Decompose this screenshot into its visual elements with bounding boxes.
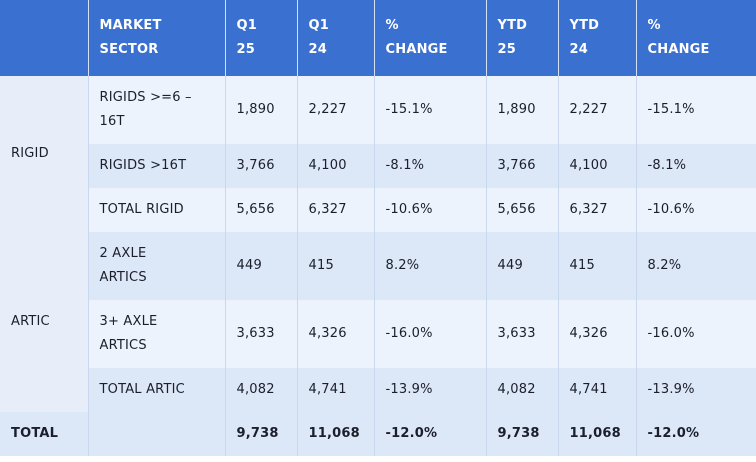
header-q1-24-line2: 24 [308,42,327,57]
cell-ytd-change: -10.6% [636,188,756,232]
cell-ytd-24: 4,741 [558,368,637,412]
total-q-change: -12.0% [374,412,487,456]
header-q1-24-line1: Q1 [308,18,329,33]
header-q1-24: Q1 24 [297,0,375,76]
header-row: MARKET SECTOR Q1 25 Q1 24 % CHANGE YTD 2… [0,0,756,76]
header-ytd-25-line2: 25 [497,42,516,57]
cell-ytd-24: 4,100 [558,144,637,188]
row-sector-label-line1: TOTAL RIGID [99,202,184,217]
row-sector-label-line2: ARTICS [99,270,147,285]
cell-q1-25: 3,633 [225,300,298,368]
cell-ytd-25: 5,656 [486,188,559,232]
cell-ytd-change: -8.1% [636,144,756,188]
cell-ytd-25: 4,082 [486,368,559,412]
row-sector-label-line2: ARTICS [99,338,147,353]
table-row: 3+ AXLE ARTICS 3,633 4,326 -16.0% 3,633 … [0,300,756,368]
cell-q-change: -10.6% [374,188,487,232]
cell-ytd-24: 6,327 [558,188,637,232]
header-q1-25: Q1 25 [225,0,298,76]
header-market-sector-line2: SECTOR [99,42,159,57]
cell-ytd-25: 3,766 [486,144,559,188]
total-row: TOTAL 9,738 11,068 -12.0% 9,738 11,068 -… [0,412,756,456]
header-ytd-change-line2: CHANGE [647,42,710,57]
header-q-change-line2: CHANGE [385,42,448,57]
cell-ytd-change: -15.1% [636,76,756,144]
cell-ytd-change: -13.9% [636,368,756,412]
cell-ytd-change: -16.0% [636,300,756,368]
row-sector-label: RIGIDS >=6 – 16T [88,76,226,144]
total-q1-25: 9,738 [225,412,298,456]
total-label: TOTAL [0,412,89,456]
cell-ytd-24: 4,326 [558,300,637,368]
cell-q-change: -8.1% [374,144,487,188]
cell-ytd-change: 8.2% [636,232,756,300]
header-market-sector: MARKET SECTOR [88,0,226,76]
cell-q1-24: 6,327 [297,188,375,232]
row-sector-label: TOTAL ARTIC [88,368,226,412]
header-q-change: % CHANGE [374,0,487,76]
header-ytd-25-line1: YTD [497,18,528,33]
cell-q1-25: 3,766 [225,144,298,188]
row-sector-label: 3+ AXLE ARTICS [88,300,226,368]
cell-ytd-24: 2,227 [558,76,637,144]
group-label-rigid: RIGID [0,76,89,232]
cell-ytd-25: 1,890 [486,76,559,144]
row-sector-label-line1: 3+ AXLE [99,314,158,329]
total-q1-24: 11,068 [297,412,375,456]
cell-ytd-25: 449 [486,232,559,300]
row-sector-label: 2 AXLE ARTICS [88,232,226,300]
cell-q1-24: 4,741 [297,368,375,412]
header-q1-25-line1: Q1 [236,18,257,33]
header-ytd-24: YTD 24 [558,0,637,76]
group-label-artic: ARTIC [0,232,89,412]
cell-q1-25: 449 [225,232,298,300]
table-row: RIGIDS >16T 3,766 4,100 -8.1% 3,766 4,10… [0,144,756,188]
row-sector-label-line1: TOTAL ARTIC [99,382,185,397]
header-q1-25-line2: 25 [236,42,255,57]
row-sector-label: TOTAL RIGID [88,188,226,232]
header-ytd-25: YTD 25 [486,0,559,76]
header-ytd-change-line1: % [647,18,661,33]
cell-q-change: 8.2% [374,232,487,300]
row-sector-label-line1: RIGIDS >=6 – [99,90,192,105]
cell-q1-25: 1,890 [225,76,298,144]
cell-q1-25: 4,082 [225,368,298,412]
row-sector-label-line1: RIGIDS >16T [99,158,187,173]
row-sector-label-line2: 16T [99,114,125,129]
row-sector-label-line1: 2 AXLE [99,246,147,261]
header-market-sector-line1: MARKET [99,18,162,33]
cell-q1-24: 415 [297,232,375,300]
table-row: RIGID RIGIDS >=6 – 16T 1,890 2,227 -15.1… [0,76,756,232]
header-q-change-line1: % [385,18,399,33]
header-ytd-24-line2: 24 [569,42,588,57]
cell-q1-25: 5,656 [225,188,298,232]
cell-q-change: -13.9% [374,368,487,412]
cell-ytd-25: 3,633 [486,300,559,368]
cell-q-change: -16.0% [374,300,487,368]
cell-q-change: -15.1% [374,76,487,144]
cell-ytd-24: 415 [558,232,637,300]
table-row: ARTIC 2 AXLE ARTICS 449 415 8.2% 449 415… [0,232,756,412]
header-ytd-change: % CHANGE [636,0,756,76]
table-row: TOTAL ARTIC 4,082 4,741 -13.9% 4,082 4,7… [0,368,756,412]
header-ytd-24-line1: YTD [569,18,600,33]
row-sector-label: RIGIDS >16T [88,144,226,188]
cell-q1-24: 4,100 [297,144,375,188]
total-ytd-change: -12.0% [636,412,756,456]
cell-q1-24: 4,326 [297,300,375,368]
total-sector-blank [88,412,226,456]
total-ytd-25: 9,738 [486,412,559,456]
table-row: TOTAL RIGID 5,656 6,327 -10.6% 5,656 6,3… [0,188,756,232]
cell-q1-24: 2,227 [297,76,375,144]
header-blank [0,0,89,76]
total-ytd-24: 11,068 [558,412,637,456]
